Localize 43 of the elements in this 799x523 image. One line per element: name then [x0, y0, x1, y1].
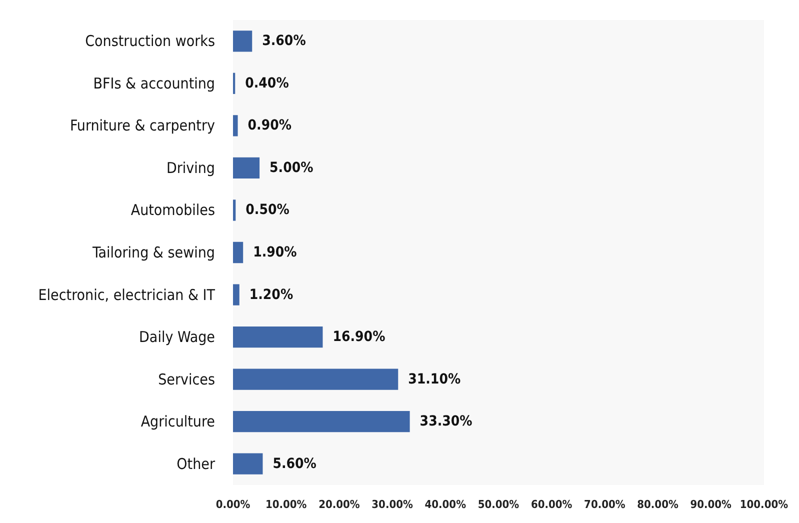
bar — [233, 200, 236, 221]
data-label: 5.60% — [272, 456, 317, 472]
data-label: 16.90% — [332, 329, 386, 346]
x-tick-label: 40.00% — [424, 498, 466, 511]
data-label: 33.30% — [420, 414, 473, 430]
x-tick-label: 100.00% — [740, 498, 788, 511]
bar — [233, 157, 260, 179]
y-tick-label: Construction works — [85, 32, 215, 50]
x-tick-label: 10.00% — [265, 498, 307, 511]
y-tick-label: Services — [158, 370, 215, 388]
bar — [233, 115, 238, 136]
bar — [233, 368, 398, 390]
x-tick-label: 50.00% — [478, 498, 520, 511]
x-tick-label: 60.00% — [530, 498, 572, 511]
x-tick-label: 80.00% — [637, 498, 678, 511]
data-label: 1.20% — [249, 286, 294, 303]
bar — [233, 411, 410, 432]
data-label: 5.00% — [270, 160, 314, 176]
y-tick-label: Furniture & carpentry — [70, 116, 216, 135]
data-label: 0.40% — [245, 75, 290, 92]
x-tick-label: 70.00% — [584, 498, 626, 511]
data-label: 3.60% — [262, 33, 306, 50]
data-label: 0.50% — [246, 202, 290, 218]
y-tick-label: Automobiles — [130, 201, 215, 220]
bar — [233, 326, 323, 348]
y-tick-label: Agriculture — [140, 412, 215, 431]
bar — [233, 453, 263, 474]
bar — [233, 242, 244, 264]
y-tick-label: Other — [176, 454, 216, 473]
bar — [233, 30, 252, 52]
x-tick-label: 30.00% — [372, 498, 413, 511]
data-label: 31.10% — [408, 371, 461, 388]
x-tick-label: 90.00% — [690, 498, 732, 511]
y-tick-label: Daily Wage — [139, 328, 215, 346]
x-tick-label: 20.00% — [318, 498, 360, 511]
bar — [233, 284, 240, 306]
y-tick-label: Driving — [166, 158, 215, 177]
y-tick-label: BFIs & accounting — [93, 74, 215, 92]
y-tick-label: Tailoring & sewing — [91, 244, 215, 262]
data-label: 1.90% — [253, 244, 298, 260]
y-tick-label: Electronic, electrician & IT — [38, 286, 216, 304]
x-tick-label: 0.00% — [216, 498, 250, 511]
data-label: 0.90% — [248, 118, 292, 134]
